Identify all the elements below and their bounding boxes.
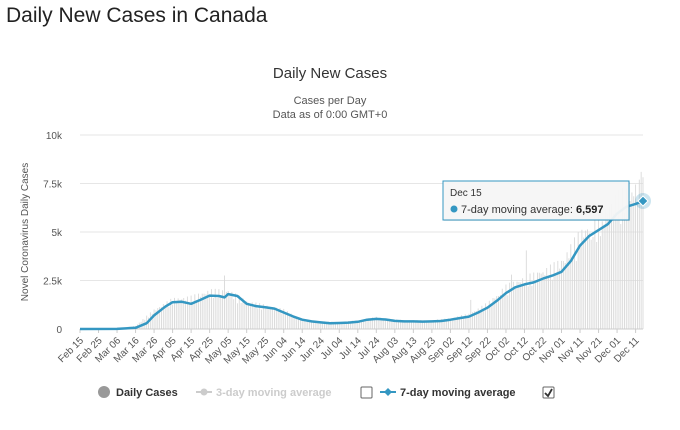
legend-item-7-day-average[interactable]: 7-day moving average [380, 387, 516, 399]
checkbox-3-day-average[interactable] [360, 386, 373, 399]
chart-subtitle-line-1: Cases per Day [294, 95, 367, 107]
checkbox-7-day-average[interactable] [542, 386, 555, 399]
legend-label-daily-cases: Daily Cases [116, 387, 178, 399]
page-heading: Daily New Cases in Canada [6, 4, 268, 27]
tooltip-label: 7-day moving average: 6,597 [461, 204, 603, 216]
y-tick-label: 10k [46, 131, 63, 142]
legend-item-daily-cases[interactable]: Daily Cases [98, 386, 178, 399]
y-tick-label: 5k [51, 228, 63, 239]
y-tick-label: 0 [56, 325, 62, 336]
legend-label-3-day-average: 3-day moving average [216, 387, 332, 399]
legend-marker-diamond-icon [384, 388, 392, 396]
tooltip-label-text: 7-day moving average: [461, 204, 576, 216]
y-axis-title: Novel Coronavirus Daily Cases [20, 163, 31, 301]
tooltip-date: Dec 15 [450, 188, 482, 199]
y-tick-label: 2.5k [43, 277, 63, 288]
y-tick-label: 7.5k [43, 180, 63, 191]
chart-subtitle-line-2: Data as of 0:00 GMT+0 [273, 109, 388, 121]
series-line-7-day-average [79, 199, 644, 331]
daily-case-bars [81, 171, 644, 329]
y-axis-ticks: 0 2.5k 5k 7.5k 10k [43, 131, 63, 336]
legend-item-3-day-average[interactable]: 3-day moving average [196, 387, 332, 399]
checkmark-icon [544, 388, 553, 398]
legend-marker-dot-icon [200, 388, 208, 396]
legend-marker-circle-icon [98, 386, 110, 398]
highlight-point-marker [637, 195, 649, 207]
tooltip-box [442, 180, 630, 221]
tooltip: Dec 15 7-day moving average: 6,597 [442, 180, 630, 221]
tooltip-series-dot [450, 205, 458, 213]
tooltip-value: 6,597 [576, 204, 604, 216]
series-layer [79, 193, 651, 331]
legend: Daily Cases 3-day moving average 7-day mov… [98, 386, 555, 399]
chart-title: Daily New Cases [273, 65, 387, 82]
legend-label-7-day-average: 7-day moving average [400, 387, 516, 399]
